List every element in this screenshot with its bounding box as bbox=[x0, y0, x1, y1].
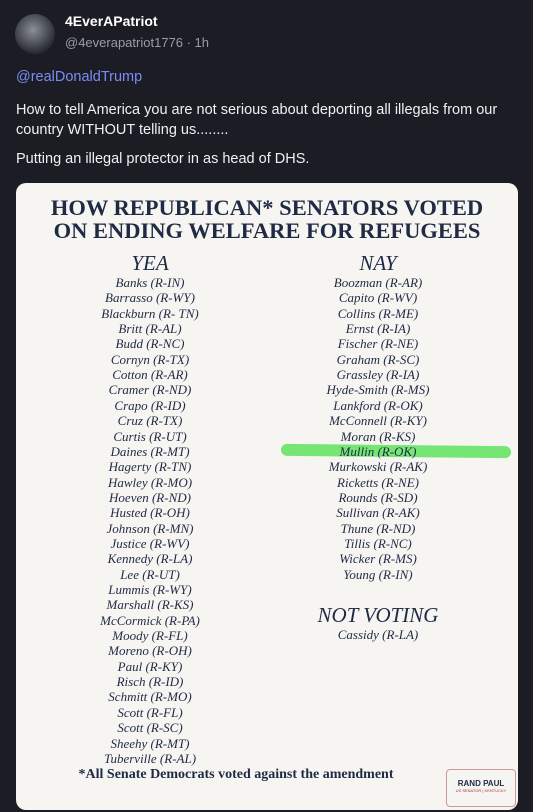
logo-text: RAND PAUL bbox=[457, 779, 505, 788]
column-heading: NOT VOTING bbox=[317, 603, 439, 627]
senator: Wicker (R-MS) bbox=[339, 551, 417, 567]
senator: Tillis (R-NC) bbox=[344, 535, 412, 551]
senator: Lummis (R-WY) bbox=[108, 582, 192, 597]
column-heading: YEA bbox=[131, 251, 169, 275]
logo: RAND PAUL US SENATOR | KENTUCKY bbox=[446, 769, 516, 807]
senator: Rounds (R-SD) bbox=[338, 489, 418, 505]
senator: Scott (R-FL) bbox=[117, 704, 183, 720]
senator: Britt (R-AL) bbox=[118, 321, 182, 337]
senator: Ricketts (R-NE) bbox=[337, 474, 419, 490]
senator: McConnell (R-KY) bbox=[329, 413, 427, 429]
senator: Hagerty (R-TN) bbox=[108, 459, 192, 475]
author[interactable]: 4EverAPatriot bbox=[65, 13, 158, 29]
senator: Murkowski (R-AK) bbox=[328, 459, 428, 475]
senator: Crapo (R-ID) bbox=[114, 397, 186, 413]
senator: Sheehy (R-MT) bbox=[110, 735, 190, 751]
handle: @4everapatriot1776 · 1h bbox=[65, 35, 210, 50]
senator: Moran (R-KS) bbox=[340, 428, 416, 444]
senator: Risch (R-ID) bbox=[116, 674, 184, 690]
senator: Tuberville (R-AL) bbox=[103, 750, 197, 766]
senator: Banks (R-IN) bbox=[115, 275, 185, 290]
senator: Ernst (R-IA) bbox=[345, 321, 411, 337]
senator: Scott (R-SC) bbox=[117, 720, 183, 736]
senator: Cramer (R-ND) bbox=[108, 382, 192, 398]
post-text: How to tell America you are not serious … bbox=[16, 102, 498, 138]
senator: Moreno (R-OH) bbox=[108, 643, 192, 659]
image-title: ON ENDING WELFARE FOR REFUGEES bbox=[53, 218, 481, 243]
senator: Collins (R-ME) bbox=[337, 305, 419, 321]
senator: Hawley (R-MO) bbox=[107, 474, 193, 490]
senator: Schmitt (R-MO) bbox=[108, 689, 192, 705]
post-image[interactable]: HOW REPUBLICAN* SENATORS VOTED ON ENDING… bbox=[16, 183, 518, 810]
senator: Cassidy (R-LA) bbox=[337, 627, 419, 642]
senator: Cornyn (R-TX) bbox=[110, 351, 190, 367]
senator: Blackburn (R- TN) bbox=[101, 305, 199, 321]
senator: Barrasso (R-WY) bbox=[105, 290, 195, 306]
senator: Sullivan (R-AK) bbox=[336, 505, 420, 521]
senator: McCormick (R-PA) bbox=[100, 612, 200, 628]
senator: Moody (R-FL) bbox=[112, 628, 188, 644]
senator: Johnson (R-MN) bbox=[106, 520, 194, 536]
senator: Thune (R-ND) bbox=[340, 520, 416, 536]
senator: Capito (R-WV) bbox=[338, 290, 418, 306]
senator: Fischer (R-NE) bbox=[337, 336, 419, 352]
senator: Young (R-IN) bbox=[343, 566, 413, 582]
mention[interactable]: @realDonaldTrump bbox=[16, 69, 143, 85]
senator: Mullin (R-OK) bbox=[339, 443, 417, 459]
senator: Hyde-Smith (R-MS) bbox=[326, 382, 430, 398]
image-title: HOW REPUBLICAN* SENATORS VOTED bbox=[50, 195, 484, 220]
post-text: Putting an illegal protector in as head … bbox=[16, 151, 310, 167]
avatar[interactable] bbox=[15, 14, 55, 54]
senator: Boozman (R-AR) bbox=[333, 275, 423, 290]
senator: Daines (R-MT) bbox=[110, 443, 190, 459]
footnote: *All Senate Democrats voted against the … bbox=[78, 767, 394, 782]
senator: Graham (R-SC) bbox=[336, 351, 420, 367]
senator: Cotton (R-AR) bbox=[112, 367, 188, 383]
senator: Lee (R-UT) bbox=[120, 566, 180, 582]
senator: Budd (R-NC) bbox=[115, 336, 185, 352]
column-heading: NAY bbox=[359, 251, 397, 275]
senator: Grassley (R-IA) bbox=[336, 367, 420, 383]
senator: Cruz (R-TX) bbox=[117, 413, 183, 429]
senator: Justice (R-WV) bbox=[110, 535, 190, 551]
senator: Husted (R-OH) bbox=[110, 505, 190, 521]
senator: Curtis (R-UT) bbox=[113, 428, 187, 444]
senator: Marshall (R-KS) bbox=[106, 597, 194, 613]
senator: Lankford (R-OK) bbox=[333, 397, 423, 413]
logo-text: US SENATOR | KENTUCKY bbox=[455, 788, 507, 793]
senator: Hoeven (R-ND) bbox=[109, 489, 191, 505]
senator: Kennedy (R-LA) bbox=[107, 551, 193, 567]
senator: Paul (R-KY) bbox=[117, 658, 183, 674]
